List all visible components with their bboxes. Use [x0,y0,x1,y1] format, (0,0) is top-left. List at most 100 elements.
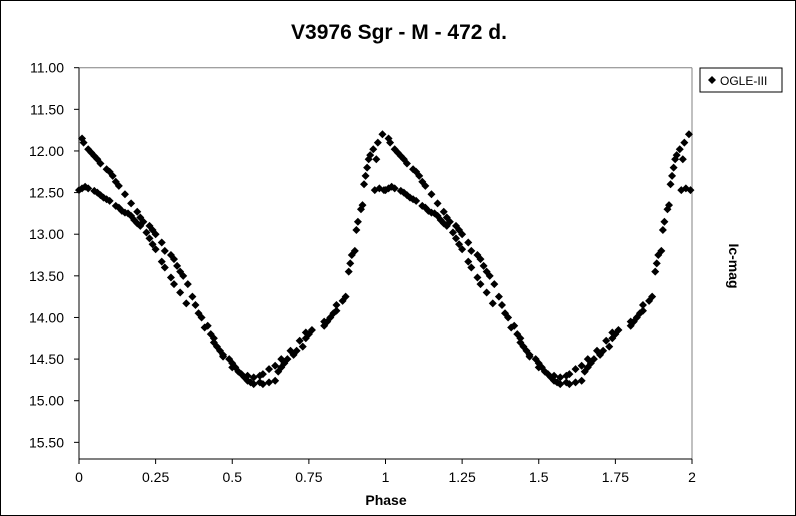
data-point [209,338,218,347]
data-point [415,171,424,180]
data-point [96,159,105,168]
data-point [599,346,608,355]
data-point [373,138,382,147]
data-point [237,370,246,379]
data-point [534,363,543,372]
data-point [157,257,166,266]
data-point [265,378,274,387]
data-point [277,355,286,364]
data-point [657,246,666,255]
data-point [145,234,154,243]
data-point [271,376,280,385]
data-point [170,255,179,264]
data-point [476,280,485,289]
data-point [442,221,451,230]
data-point [648,292,657,301]
y-tick-label: 14.50 [29,351,64,367]
data-point [660,217,669,226]
data-point [120,190,129,199]
data-point [608,328,617,337]
data-point [473,273,482,282]
y-tick-label: 12.50 [29,185,64,201]
x-tick-labels: 0 0.25 0.5 0.75 1 1.25 1.5 1.75 2 [75,469,696,485]
data-point [307,325,316,334]
data-point [228,363,237,372]
data-point [577,376,586,385]
y-tick-label: 13.00 [29,226,64,242]
data-point [507,323,516,332]
data-point [550,371,559,380]
data-point [571,378,580,387]
data-point [133,207,142,216]
data-point [283,355,292,364]
data-point [258,370,267,379]
data-point [638,306,647,315]
y-tick-label: 14.00 [29,309,64,325]
data-point [332,306,341,315]
data-point [358,201,367,210]
data-point [488,299,497,308]
data-point [390,184,399,193]
data-point [332,300,341,309]
data-point [366,151,375,160]
data-points [75,130,695,389]
x-tick-label: 1.75 [602,469,629,485]
data-point [84,184,93,193]
data-point [344,267,353,276]
data-point [157,238,166,247]
data-point [490,280,499,289]
data-point [353,217,362,226]
data-point [142,228,151,237]
data-point [669,163,678,172]
data-point [188,292,197,301]
data-point [448,228,457,237]
data-point [458,230,467,239]
data-point [680,138,689,147]
data-point [341,292,350,301]
data-point [160,263,169,272]
data-point [421,181,430,190]
data-point [361,171,370,180]
data-point [292,346,301,355]
data-point [173,261,182,270]
x-tick-label: 2 [688,469,696,485]
data-point [360,180,369,189]
y-axis-label: Ic-mag [726,243,742,288]
data-point [372,155,381,164]
data-point [658,226,667,235]
data-point [346,259,355,268]
data-point [556,373,565,382]
data-point [482,288,491,297]
data-point [675,145,684,154]
data-point [352,226,361,235]
y-tick-label: 12.00 [29,143,64,159]
chart-title: V3976 Sgr - M - 472 d. [291,21,507,44]
data-point [516,338,525,347]
data-point [298,342,307,351]
data-point [543,370,552,379]
data-point [136,221,145,230]
data-point [479,261,488,270]
data-point [451,234,460,243]
data-point [369,145,378,154]
data-point [577,361,586,370]
data-point [686,186,695,195]
data-point [583,355,592,364]
data-point [605,342,614,351]
data-point [151,245,160,254]
data-point [684,130,693,139]
x-axis-label: Phase [365,492,406,508]
data-point [651,267,660,276]
data-point [200,323,209,332]
data-point [148,240,157,249]
x-tick-label: 0.75 [295,469,322,485]
data-point [127,199,136,208]
data-point [191,300,200,309]
y-tick-label: 13.50 [29,268,64,284]
data-point [589,355,598,364]
data-point [412,196,421,205]
data-point [363,163,372,172]
data-point [652,259,661,268]
data-point [151,230,160,239]
data-point [265,365,274,374]
